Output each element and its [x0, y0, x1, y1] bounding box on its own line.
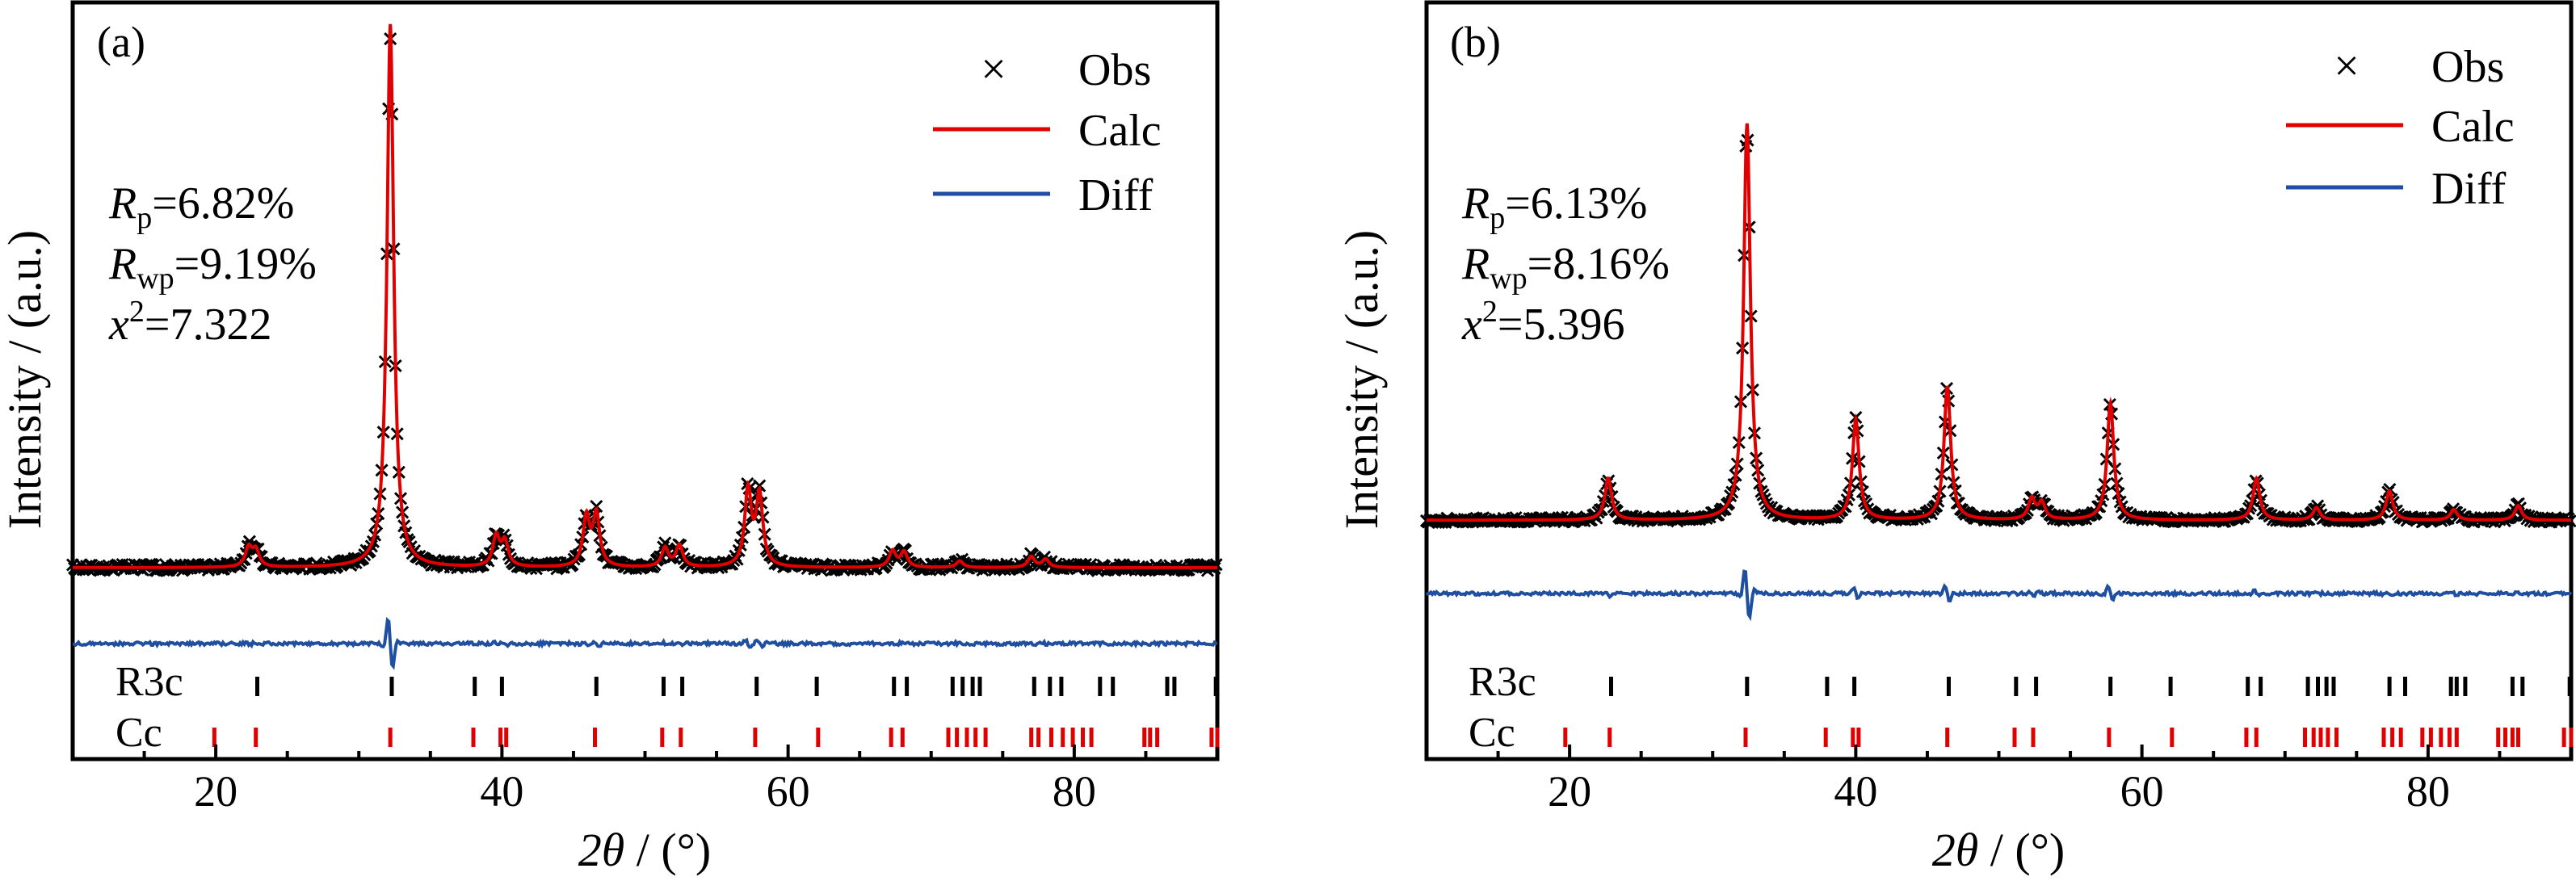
x-axis-unit: / (°) [637, 824, 711, 876]
y-axis-label: Intensity / (a.u.) [0, 230, 51, 529]
legend-marker-obs: × [981, 44, 1006, 94]
legend-label-calc: Calc [1078, 106, 1162, 156]
phase-ticks-cc [1563, 728, 2574, 747]
y-axis-label: Intensity / (a.u.) [1335, 230, 1388, 529]
phase-label-r3c: R3c [1469, 659, 1536, 705]
x-axis-symbol: 2θ [1932, 824, 1979, 876]
legend-label-diff: Diff [1078, 170, 1154, 220]
legend-item-diff: Diff [2286, 164, 2507, 214]
diff-line [1425, 569, 2573, 622]
phase-ticks-cc [212, 728, 1220, 747]
diff-line [72, 617, 1218, 670]
legend-item-calc: Calc [2286, 102, 2515, 152]
legend-item-obs: × Obs [981, 44, 1151, 95]
x-axis-symbol: 2θ [578, 824, 625, 876]
phase-label-r3c: R3c [116, 659, 183, 705]
x-tick-label: 60 [2120, 767, 2164, 816]
x-axis-unit: / (°) [1990, 824, 2065, 876]
legend-label-obs: Obs [2431, 42, 2504, 92]
legend-item-diff: Diff [933, 170, 1154, 220]
phase-label-cc: Cc [116, 710, 162, 756]
legend-marker-obs: × [2334, 41, 2360, 91]
plot-frame [1424, 0, 2574, 761]
stat-chi2: x2=5.396 [1461, 295, 1624, 350]
x-axis-ticks: 20 40 60 80 [1425, 745, 2573, 816]
x-tick-label: 20 [194, 767, 237, 816]
x-tick-label: 20 [1548, 767, 1591, 816]
refinement-stats: Rp=6.13% Rwp=8.16% x2=5.396 [1461, 178, 1670, 350]
x-tick-label: 40 [480, 767, 523, 816]
legend: × Obs Calc Diff [933, 44, 1162, 220]
x-tick-label: 60 [767, 767, 810, 816]
refinement-stats: Rp=6.82% Rwp=9.19% x2=7.322 [108, 178, 317, 350]
stat-chi2: x2=7.322 [108, 295, 271, 350]
chart-panel-a: Intensity / (a.u.) 2θ / (°) (a) Rp=6.82%… [0, 0, 1223, 876]
plot-content [1419, 123, 2576, 747]
calc-line [73, 23, 1217, 569]
x-tick-label: 40 [1834, 767, 1877, 816]
stat-rp: Rp=6.13% [1461, 178, 1647, 235]
chart-panel-b: Intensity / (a.u.) 2θ / (°) (b) Rp=6.13%… [1335, 0, 2576, 876]
legend-label-calc: Calc [2431, 102, 2515, 152]
legend: × Obs Calc Diff [2286, 41, 2515, 214]
calc-line [1427, 123, 2571, 522]
x-axis-ticks: 20 40 60 80 [71, 745, 1219, 816]
stat-rwp: Rwp=9.19% [108, 239, 317, 296]
legend-item-calc: Calc [933, 106, 1162, 156]
x-axis-label: 2θ / (°) [578, 824, 711, 876]
legend-label-diff: Diff [2431, 164, 2507, 214]
x-axis-label: 2θ / (°) [1932, 824, 2065, 876]
legend-item-obs: × Obs [2334, 41, 2504, 92]
stat-rwp: Rwp=8.16% [1461, 239, 1670, 296]
x-tick-label: 80 [1053, 767, 1096, 816]
plot-content [65, 23, 1223, 747]
panel-label: (a) [97, 18, 145, 66]
phase-ticks-r3c [1609, 677, 2572, 696]
stat-rp: Rp=6.82% [108, 178, 294, 235]
phase-label-cc: Cc [1469, 710, 1515, 756]
phase-ticks-r3c [255, 677, 1218, 696]
panel-label: (b) [1450, 18, 1501, 66]
x-tick-label: 80 [2406, 767, 2450, 816]
legend-label-obs: Obs [1078, 45, 1151, 95]
